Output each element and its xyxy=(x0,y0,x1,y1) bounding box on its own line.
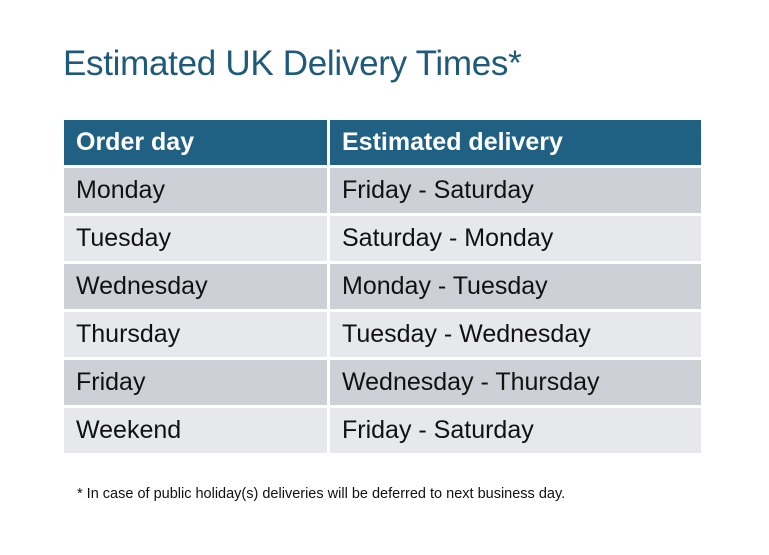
order-day-cell: Thursday xyxy=(64,312,327,357)
estimated-delivery-cell: Saturday - Monday xyxy=(330,216,701,261)
table-row: Thursday Tuesday - Wednesday xyxy=(64,312,701,357)
estimated-delivery-cell: Monday - Tuesday xyxy=(330,264,701,309)
delivery-times-table: Order day Estimated delivery Monday Frida… xyxy=(61,117,704,456)
estimated-delivery-cell: Wednesday - Thursday xyxy=(330,360,701,405)
estimated-delivery-cell: Friday - Saturday xyxy=(330,408,701,453)
table-header-row: Order day Estimated delivery xyxy=(64,120,701,165)
footnote: * In case of public holiday(s) deliverie… xyxy=(77,486,566,502)
order-day-cell: Weekend xyxy=(64,408,327,453)
order-day-cell: Friday xyxy=(64,360,327,405)
order-day-cell: Wednesday xyxy=(64,264,327,309)
table-row: Tuesday Saturday - Monday xyxy=(64,216,701,261)
estimated-delivery-cell: Friday - Saturday xyxy=(330,168,701,213)
page-title: Estimated UK Delivery Times* xyxy=(63,44,522,83)
estimated-delivery-cell: Tuesday - Wednesday xyxy=(330,312,701,357)
table-row: Weekend Friday - Saturday xyxy=(64,408,701,453)
order-day-cell: Monday xyxy=(64,168,327,213)
table-row: Monday Friday - Saturday xyxy=(64,168,701,213)
header-order-day: Order day xyxy=(64,120,327,165)
order-day-cell: Tuesday xyxy=(64,216,327,261)
table-row: Friday Wednesday - Thursday xyxy=(64,360,701,405)
header-estimated-delivery: Estimated delivery xyxy=(330,120,701,165)
table-row: Wednesday Monday - Tuesday xyxy=(64,264,701,309)
